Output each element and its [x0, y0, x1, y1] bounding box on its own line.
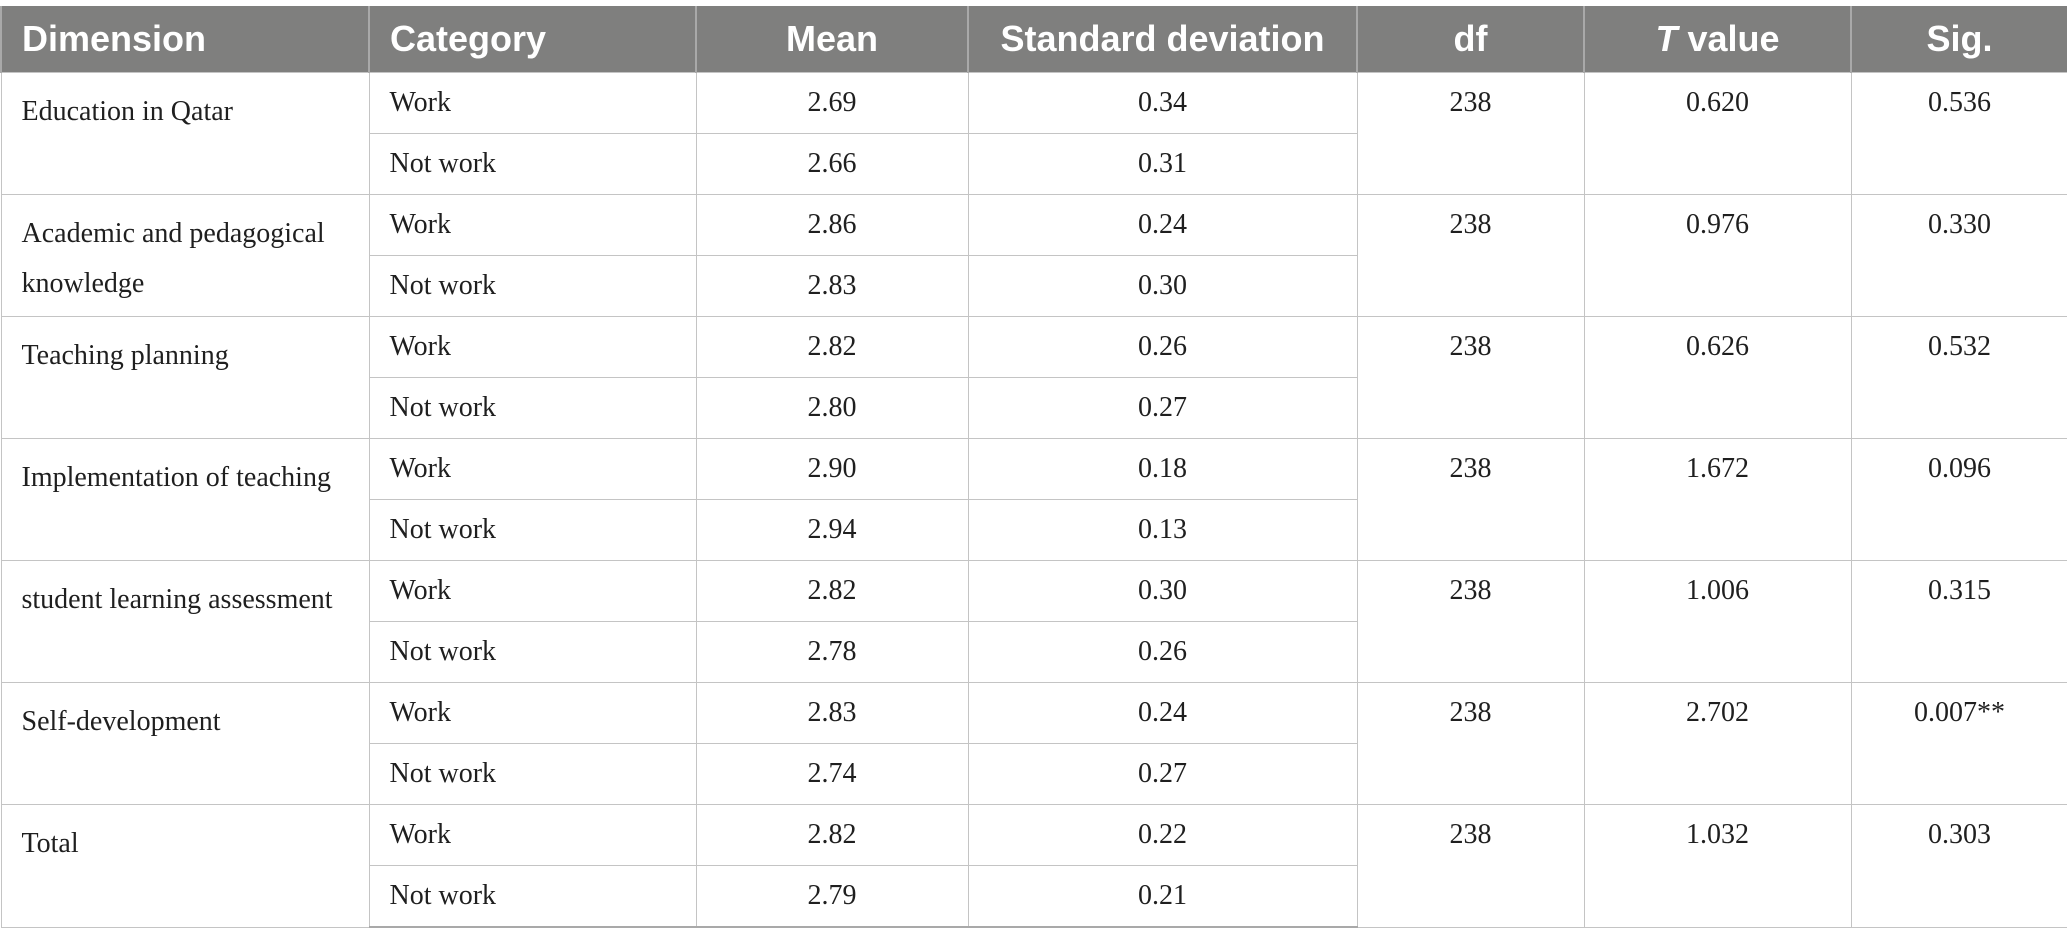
table-row: Not work 2.78 0.26 [1, 621, 2067, 683]
header-sig: Sig. [1850, 6, 2067, 73]
table-row: student learning assessment Work 2.82 0.30 2… [0, 560, 2067, 683]
dimension-cell: Total [0, 804, 370, 928]
sd-cell: 0.21 [967, 865, 1358, 928]
sig-cell: 0.096 [1850, 438, 2067, 561]
t-value-cell: 1.672 [1583, 438, 1852, 561]
category-cell: Work [368, 316, 697, 378]
category-cell: Not work [368, 377, 697, 439]
t-value-cell: 1.006 [1583, 560, 1852, 683]
t-value-cell: 0.626 [1583, 316, 1852, 439]
dimension-cell: Self-development [0, 682, 370, 805]
table-row: Academic and pedagogical knowledge Work 2.… [0, 194, 2067, 317]
results-table: Dimension Category Mean Standard deviati… [0, 6, 2067, 928]
dimension-cell: Academic and pedagogical knowledge [0, 194, 370, 317]
sd-cell: 0.26 [967, 316, 1358, 378]
header-row: Dimension Category Mean Standard deviati… [0, 6, 2067, 73]
sig-cell: 0.536 [1850, 72, 2067, 195]
df-cell: 238 [1356, 804, 1585, 928]
sd-cell: 0.24 [967, 194, 1358, 256]
mean-cell: 2.90 [695, 438, 969, 500]
table-row: Not work 2.74 0.27 [1, 743, 2067, 805]
dimension-cell: Implementation of teaching [0, 438, 370, 561]
mean-cell: 2.80 [695, 377, 969, 439]
table-row: Teaching planning Work 2.82 0.26 238 0.626 0.5… [0, 316, 2067, 439]
mean-cell: 2.79 [695, 865, 969, 928]
header-mean: Mean [695, 6, 969, 73]
mean-cell: 2.83 [695, 682, 969, 744]
mean-cell: 2.94 [695, 499, 969, 561]
df-cell: 238 [1356, 72, 1585, 195]
table-row: Implementation of teaching Work 2.90 0.18 23… [0, 438, 2067, 561]
sd-cell: 0.13 [967, 499, 1358, 561]
t-value-cell: 1.032 [1583, 804, 1852, 928]
header-category: Category [368, 6, 697, 73]
t-value-cell: 0.976 [1583, 194, 1852, 317]
df-cell: 238 [1356, 682, 1585, 805]
category-cell: Not work [368, 255, 697, 317]
table-row: Not work 2.94 0.13 [1, 499, 2067, 561]
category-cell: Work [368, 72, 697, 134]
sd-cell: 0.34 [967, 72, 1358, 134]
category-cell: Work [368, 194, 697, 256]
table-row: Total Work 2.82 0.22 238 1.032 0.303 [0, 804, 2067, 928]
table-row: Not work 2.66 0.31 [1, 133, 2067, 195]
category-cell: Work [368, 804, 697, 866]
sig-cell: 0.007** [1850, 682, 2067, 805]
dimension-cell: student learning assessment [0, 560, 370, 683]
mean-cell: 2.78 [695, 621, 969, 683]
sd-cell: 0.27 [967, 743, 1358, 805]
sd-cell: 0.22 [967, 804, 1358, 866]
header-dimension: Dimension [0, 6, 370, 73]
category-cell: Not work [368, 743, 697, 805]
table-row: Education in Qatar Work 2.69 0.34 238 0.620 0.… [0, 72, 2067, 195]
category-cell: Work [368, 438, 697, 500]
sd-cell: 0.27 [967, 377, 1358, 439]
category-cell: Work [368, 682, 697, 744]
mean-cell: 2.82 [695, 804, 969, 866]
df-cell: 238 [1356, 316, 1585, 439]
header-t-suffix: value [1677, 18, 1780, 59]
mean-cell: 2.66 [695, 133, 969, 195]
mean-cell: 2.69 [695, 72, 969, 134]
sd-cell: 0.31 [967, 133, 1358, 195]
header-df: df [1356, 6, 1585, 73]
table-body: Education in Qatar Work 2.69 0.34 238 0.620 0.… [0, 72, 2067, 928]
category-cell: Work [368, 560, 697, 622]
sd-cell: 0.30 [967, 560, 1358, 622]
sig-cell: 0.315 [1850, 560, 2067, 683]
table-header: Dimension Category Mean Standard deviati… [0, 6, 2067, 73]
mean-cell: 2.82 [695, 316, 969, 378]
t-value-cell: 0.620 [1583, 72, 1852, 195]
sd-cell: 0.30 [967, 255, 1358, 317]
table-row: Self-development Work 2.83 0.24 238 2.702 0.00… [0, 682, 2067, 805]
t-value-cell: 2.702 [1583, 682, 1852, 805]
sig-cell: 0.532 [1850, 316, 2067, 439]
sig-cell: 0.330 [1850, 194, 2067, 317]
sd-cell: 0.26 [967, 621, 1358, 683]
category-cell: Not work [368, 865, 697, 928]
mean-cell: 2.83 [695, 255, 969, 317]
sd-cell: 0.18 [967, 438, 1358, 500]
table-row: Not work 2.79 0.21 [1, 865, 2067, 928]
mean-cell: 2.82 [695, 560, 969, 622]
mean-cell: 2.74 [695, 743, 969, 805]
sig-cell: 0.303 [1850, 804, 2067, 928]
header-t-symbol: T [1655, 18, 1678, 59]
dimension-cell: Teaching planning [0, 316, 370, 439]
df-cell: 238 [1356, 438, 1585, 561]
sd-cell: 0.24 [967, 682, 1358, 744]
category-cell: Not work [368, 133, 697, 195]
header-standard-deviation: Standard deviation [967, 6, 1358, 73]
dimension-cell: Education in Qatar [0, 72, 370, 195]
category-cell: Not work [368, 621, 697, 683]
df-cell: 238 [1356, 194, 1585, 317]
mean-cell: 2.86 [695, 194, 969, 256]
header-t-value: T value [1583, 6, 1852, 73]
category-cell: Not work [368, 499, 697, 561]
df-cell: 238 [1356, 560, 1585, 683]
